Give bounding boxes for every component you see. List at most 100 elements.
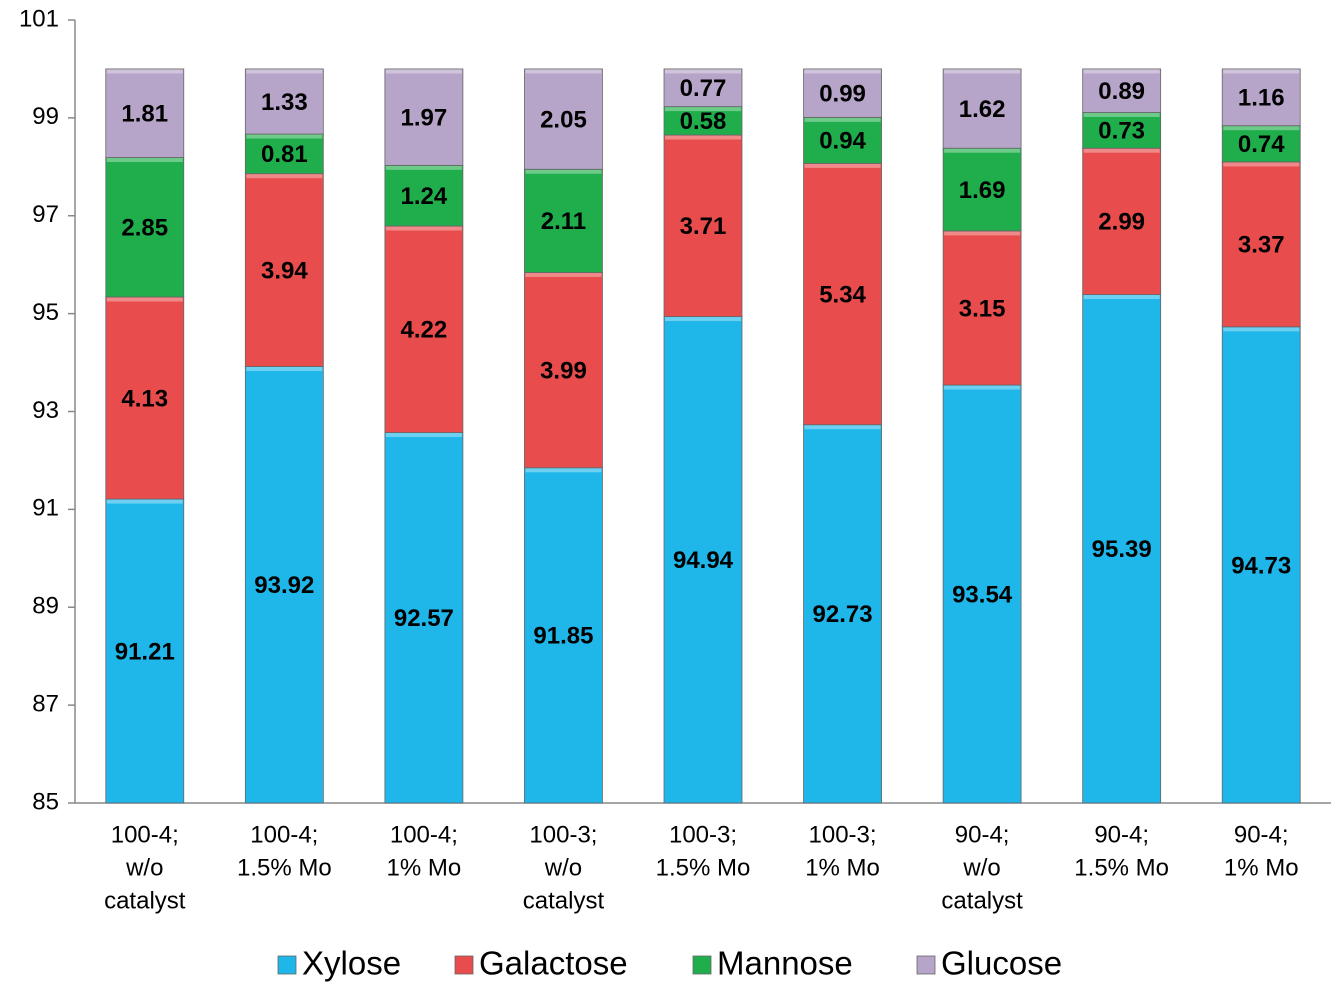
bar-segment <box>524 467 603 804</box>
bar-highlight <box>525 273 602 278</box>
y-tick-label: 101 <box>19 5 59 32</box>
data-label: 3.94 <box>261 257 308 284</box>
y-tick-label: 95 <box>32 299 59 326</box>
x-tick-label: catalyst <box>941 887 1023 914</box>
legend-label: Mannose <box>717 945 853 982</box>
data-label: 91.85 <box>533 623 593 650</box>
bar-segment <box>1082 294 1162 804</box>
data-label: 0.89 <box>1098 78 1145 105</box>
bar-highlight <box>804 163 881 168</box>
x-tick-label: 1.5% Mo <box>656 854 751 881</box>
x-tick-label: 90-4; <box>1234 821 1289 848</box>
bar-highlight <box>1223 69 1300 74</box>
data-label: 92.73 <box>813 601 873 628</box>
bar-highlight <box>106 158 183 163</box>
data-label: 93.54 <box>952 581 1013 608</box>
x-tick-label: 100-4; <box>111 821 179 848</box>
bar-highlight <box>106 69 183 74</box>
y-tick-label: 87 <box>32 690 59 717</box>
data-label: 0.74 <box>1238 131 1285 158</box>
data-label: 1.24 <box>401 183 448 210</box>
data-label: 0.81 <box>261 141 308 168</box>
bar-highlight <box>246 134 323 139</box>
bar-highlight <box>665 317 741 322</box>
y-tick-label: 97 <box>32 201 59 228</box>
legend-swatch <box>916 955 936 975</box>
data-label: 1.69 <box>959 177 1006 204</box>
bar-segment <box>663 106 743 136</box>
x-tick-label: catalyst <box>104 887 186 914</box>
bar-segment <box>384 68 464 166</box>
bar-highlight <box>1083 69 1160 74</box>
bar-segment <box>384 432 464 804</box>
x-tick-label: 1% Mo <box>805 854 880 881</box>
bar-highlight <box>385 69 462 74</box>
bar-segment <box>1082 68 1162 113</box>
bar-segment <box>105 498 185 804</box>
data-label: 0.77 <box>680 75 727 102</box>
data-label: 91.21 <box>115 638 175 665</box>
x-tick-label: 100-3; <box>809 821 877 848</box>
bar-segment <box>803 424 882 804</box>
bar-highlight <box>1223 126 1300 131</box>
bar-highlight <box>804 117 881 122</box>
x-tick-label: w/o <box>125 854 163 881</box>
x-tick-label: 100-3; <box>669 821 737 848</box>
data-label: 2.99 <box>1098 209 1145 236</box>
bar-highlight <box>944 148 1021 153</box>
bar-highlight <box>246 69 323 74</box>
bar-highlight <box>665 107 741 112</box>
data-label: 0.73 <box>1098 118 1145 145</box>
x-tick-label: w/o <box>544 854 582 881</box>
bar-segment <box>663 134 743 317</box>
bar-highlight <box>1223 327 1300 332</box>
data-label: 1.16 <box>1238 85 1285 112</box>
bar-highlight <box>1083 148 1160 153</box>
data-label: 5.34 <box>819 281 866 308</box>
bar-segment <box>384 164 464 227</box>
bar-highlight <box>246 366 323 371</box>
bar-highlight <box>1223 162 1300 167</box>
bar-segment <box>384 225 464 433</box>
x-tick-label: 1% Mo <box>387 854 462 881</box>
bar-highlight <box>1083 112 1160 117</box>
data-label: 1.33 <box>261 89 308 116</box>
data-label: 93.92 <box>254 572 314 599</box>
bar-segment <box>244 173 324 367</box>
bar-segment <box>524 168 603 273</box>
bar-segment <box>524 68 603 170</box>
data-label: 1.97 <box>401 104 448 131</box>
x-tick-label: 100-3; <box>529 821 597 848</box>
bar-segment <box>803 116 882 164</box>
data-label: 1.81 <box>121 101 168 128</box>
data-label: 3.71 <box>680 213 727 240</box>
bar-highlight <box>385 165 462 170</box>
legend-label: Galactose <box>479 945 628 982</box>
y-tick-label: 99 <box>32 103 59 130</box>
bar-segment <box>1221 125 1301 163</box>
bar-highlight <box>106 297 183 302</box>
x-tick-label: 1% Mo <box>1224 854 1299 881</box>
bar-segment <box>663 316 743 804</box>
x-tick-label: 1.5% Mo <box>237 854 332 881</box>
bar-highlight <box>804 425 881 430</box>
data-label: 0.58 <box>680 108 727 135</box>
bar-highlight <box>246 174 323 179</box>
bar-highlight <box>385 433 462 438</box>
y-tick-label: 89 <box>32 593 59 620</box>
legend-swatch <box>692 955 712 975</box>
data-label: 94.94 <box>673 547 734 574</box>
data-label: 1.62 <box>959 96 1006 123</box>
bar-segment <box>1221 326 1301 804</box>
data-label: 0.99 <box>819 81 866 108</box>
data-label: 0.94 <box>819 128 866 155</box>
y-tick-label: 93 <box>32 397 59 424</box>
bar-segment <box>942 147 1022 232</box>
data-label: 92.57 <box>394 605 454 632</box>
data-label: 4.13 <box>121 385 168 412</box>
bar-highlight <box>944 231 1021 236</box>
x-tick-label: 100-4; <box>390 821 458 848</box>
data-label: 94.73 <box>1231 552 1291 579</box>
x-tick-label: 100-4; <box>250 821 318 848</box>
